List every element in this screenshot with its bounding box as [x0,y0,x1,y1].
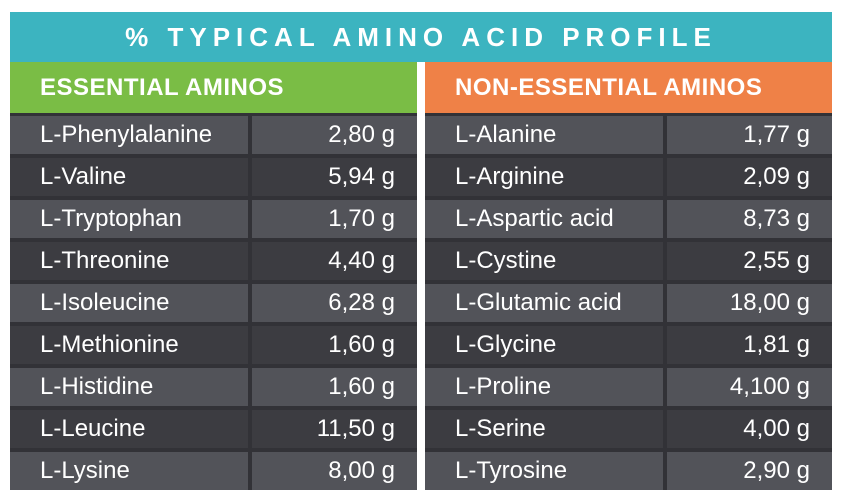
amino-value: 5,94 g [251,158,417,196]
amino-name: L-Threonine [10,242,248,280]
table-row: L-Leucine 11,50 g [10,410,417,448]
essential-aminos-column: ESSENTIAL AMINOS L-Phenylalanine 2,80 g … [10,62,417,490]
non-essential-aminos-header: NON-ESSENTIAL AMINOS [425,62,832,113]
table-row: L-Serine 4,00 g [425,410,832,448]
amino-name: L-Valine [10,158,248,196]
table-row: L-Threonine 4,40 g [10,242,417,280]
amino-value: 2,90 g [666,452,832,490]
amino-name: L-Lysine [10,452,248,490]
table-row: L-Glutamic acid 18,00 g [425,284,832,322]
amino-name: L-Isoleucine [10,284,248,322]
amino-name: L-Alanine [425,116,663,154]
amino-name: L-Histidine [10,368,248,406]
amino-name: L-Aspartic acid [425,200,663,238]
amino-value: 1,60 g [251,368,417,406]
table-row: L-Isoleucine 6,28 g [10,284,417,322]
table-row: L-Methionine 1,60 g [10,326,417,364]
amino-value: 4,100 g [666,368,832,406]
amino-value: 1,60 g [251,326,417,364]
amino-value: 1,77 g [666,116,832,154]
amino-name: L-Leucine [10,410,248,448]
table-row: L-Arginine 2,09 g [425,158,832,196]
essential-aminos-grid: L-Phenylalanine 2,80 g L-Valine 5,94 g L… [10,113,417,490]
table-row: L-Aspartic acid 8,73 g [425,200,832,238]
amino-name: L-Glycine [425,326,663,364]
amino-name: L-Proline [425,368,663,406]
non-essential-aminos-grid: L-Alanine 1,77 g L-Arginine 2,09 g L-Asp… [425,113,832,490]
amino-value: 1,70 g [251,200,417,238]
table-row: L-Glycine 1,81 g [425,326,832,364]
amino-name: L-Serine [425,410,663,448]
amino-name: L-Glutamic acid [425,284,663,322]
amino-name: L-Phenylalanine [10,116,248,154]
table-row: L-Lysine 8,00 g [10,452,417,490]
amino-value: 4,00 g [666,410,832,448]
table-row: L-Tryptophan 1,70 g [10,200,417,238]
table-row: L-Phenylalanine 2,80 g [10,116,417,154]
table-row: L-Valine 5,94 g [10,158,417,196]
essential-aminos-header: ESSENTIAL AMINOS [10,62,417,113]
table-row: L-Histidine 1,60 g [10,368,417,406]
amino-name: L-Cystine [425,242,663,280]
table-row: L-Alanine 1,77 g [425,116,832,154]
table-row: L-Tyrosine 2,90 g [425,452,832,490]
amino-value: 11,50 g [251,410,417,448]
amino-value: 18,00 g [666,284,832,322]
amino-name: L-Arginine [425,158,663,196]
amino-value: 2,80 g [251,116,417,154]
amino-value: 6,28 g [251,284,417,322]
non-essential-aminos-column: NON-ESSENTIAL AMINOS L-Alanine 1,77 g L-… [425,62,832,490]
page-title: % TYPICAL AMINO ACID PROFILE [10,12,832,62]
amino-value: 1,81 g [666,326,832,364]
table-row: L-Proline 4,100 g [425,368,832,406]
amino-value: 8,73 g [666,200,832,238]
amino-name: L-Tyrosine [425,452,663,490]
amino-name: L-Tryptophan [10,200,248,238]
amino-name: L-Methionine [10,326,248,364]
amino-value: 2,55 g [666,242,832,280]
amino-value: 8,00 g [251,452,417,490]
amino-acid-profile-table: % TYPICAL AMINO ACID PROFILE ESSENTIAL A… [10,12,832,490]
table-row: L-Cystine 2,55 g [425,242,832,280]
amino-value: 4,40 g [251,242,417,280]
table-columns: ESSENTIAL AMINOS L-Phenylalanine 2,80 g … [10,62,832,490]
amino-value: 2,09 g [666,158,832,196]
